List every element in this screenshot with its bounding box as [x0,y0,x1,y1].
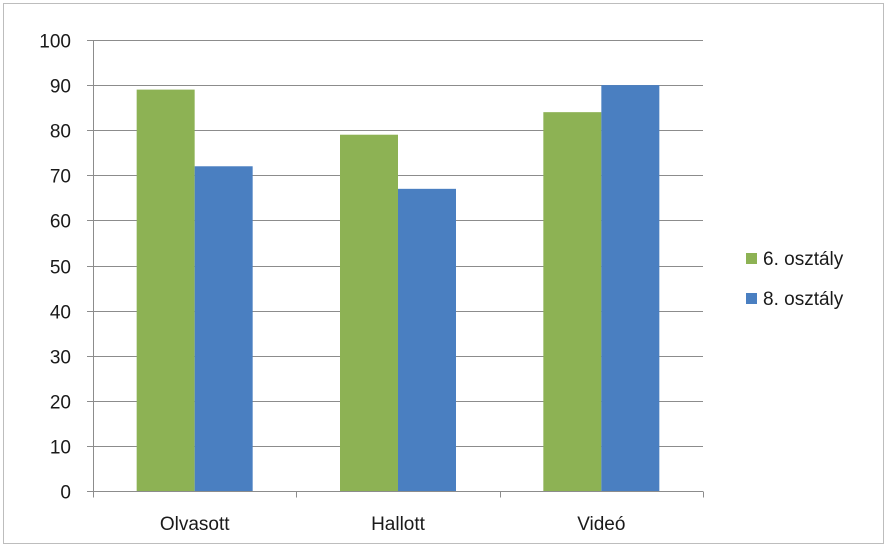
x-category-label: Videó [577,514,625,535]
x-axis [93,40,704,498]
y-tick-label: 40 [50,303,71,324]
y-tick-label: 50 [50,258,71,279]
legend-label-1: 6. osztály [763,249,844,270]
bar-olvasott-series-1 [136,89,195,492]
y-axis-ticks: 0 10 20 30 40 50 60 70 80 90 100 [39,32,93,504]
legend-swatch-1 [746,253,757,264]
x-category-label: Hallott [371,514,426,535]
y-tick-label: 70 [50,167,71,188]
bar-vide--series-1 [543,112,602,491]
bar-vide--series-2 [601,85,660,491]
x-category-label: Olvasott [160,514,230,535]
legend-label-2: 8. osztály [763,289,844,310]
y-tick-label: 10 [50,438,71,459]
legend: 6. osztály 8. osztály [746,249,844,310]
bar-olvasott-series-2 [194,166,253,491]
bar-hallott-series-2 [398,188,456,491]
category-labels: Olvasott Hallott Videó [160,514,626,535]
y-tick-label: 90 [50,77,71,98]
y-tick-label: 100 [39,32,71,53]
bars [136,85,660,492]
y-tick-label: 80 [50,122,71,143]
y-tick-label: 30 [50,348,71,369]
bar-hallott-series-1 [340,134,398,491]
y-tick-label: 60 [50,212,71,233]
legend-swatch-2 [746,293,757,304]
y-tick-label: 0 [60,483,71,504]
y-tick-label: 20 [50,393,71,414]
